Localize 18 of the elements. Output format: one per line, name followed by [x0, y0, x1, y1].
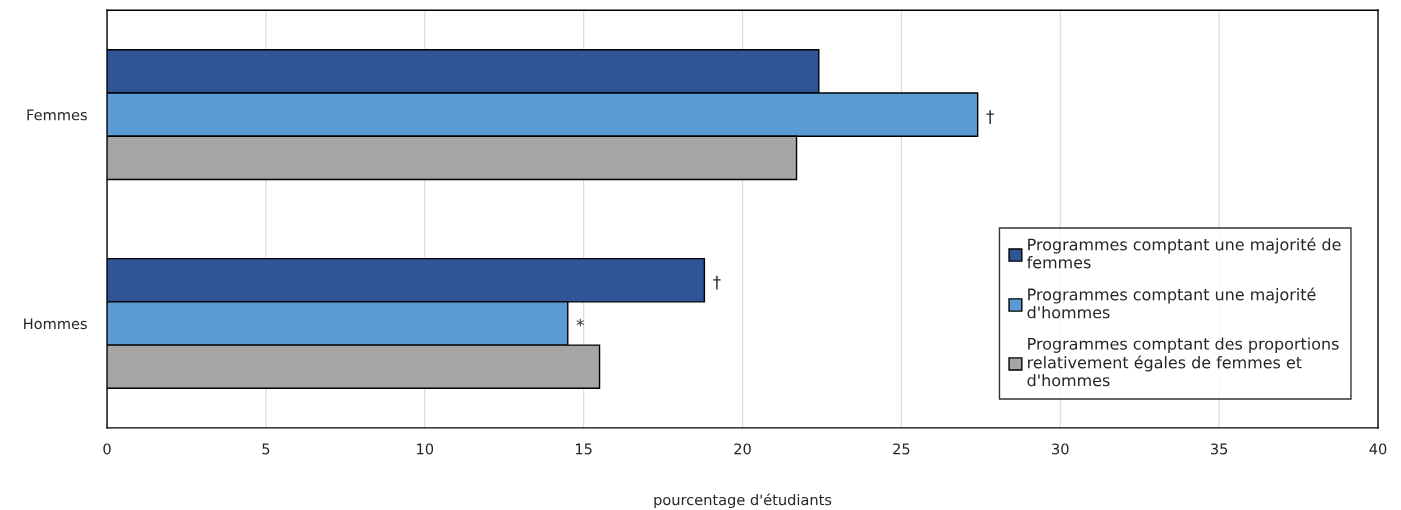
y-tick-label: Femmes [27, 109, 87, 121]
x-tick-label: 35 [1210, 443, 1228, 455]
x-tick-label: 10 [417, 443, 434, 455]
x-tick-label: 20 [734, 443, 751, 455]
x-tick-label: 5 [262, 443, 270, 455]
y-tick-label: Hommes [24, 318, 87, 330]
x-tick-label: 40 [1369, 443, 1387, 455]
annotation: † [986, 110, 994, 124]
legend-label: Programmes comptant des proportions relativement égales de femmes et d'hommes [1027, 337, 1339, 387]
x-tick-label: 25 [893, 443, 910, 455]
annotation: † [713, 275, 721, 290]
x-tick-label: 30 [1052, 443, 1069, 455]
legend-label: Programmes comptant une majorité d'hommes [1027, 287, 1316, 319]
x-tick-label: 15 [575, 443, 592, 455]
annotation: * [576, 318, 584, 327]
legend-label: Programmes comptant une majorité de femmes [1026, 237, 1341, 269]
x-axis-title: pourcentage d'étudiants [654, 493, 832, 509]
x-tick-label: 0 [103, 443, 111, 455]
